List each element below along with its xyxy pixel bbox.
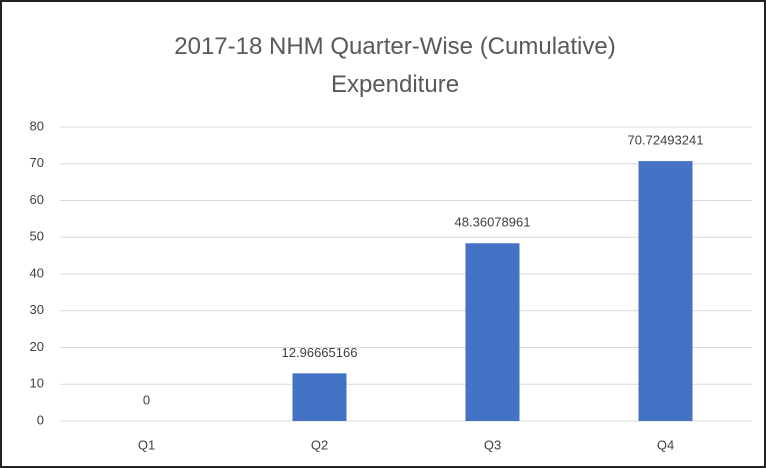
data-label: 70.72493241: [628, 133, 704, 148]
y-tick-label: 60: [30, 192, 44, 207]
y-tick-label: 80: [30, 118, 44, 133]
bar: [465, 243, 520, 421]
y-tick-label: 20: [30, 339, 44, 354]
data-label: 0: [143, 392, 150, 407]
bar: [292, 373, 347, 421]
y-tick-label: 10: [30, 376, 44, 391]
y-tick-label: 40: [30, 265, 44, 280]
x-tick-label: Q2: [311, 437, 328, 452]
data-label: 12.96665166: [282, 345, 358, 360]
x-tick-label: Q1: [138, 437, 155, 452]
y-tick-label: 50: [30, 229, 44, 244]
y-tick-label: 70: [30, 155, 44, 170]
y-tick-label: 0: [37, 412, 44, 427]
x-tick-label: Q3: [484, 437, 501, 452]
y-tick-label: 30: [30, 302, 44, 317]
data-label: 48.36078961: [455, 215, 531, 230]
x-tick-label: Q4: [657, 437, 674, 452]
chart-title: 2017-18 NHM Quarter-Wise (Cumulative) Ex…: [174, 33, 616, 98]
bar: [638, 161, 693, 421]
